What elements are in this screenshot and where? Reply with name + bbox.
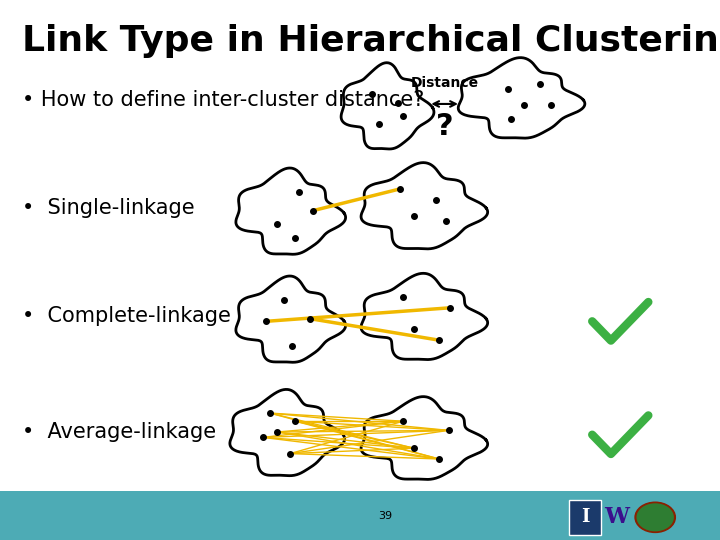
Polygon shape [236, 168, 346, 254]
Text: •  Average-linkage: • Average-linkage [22, 422, 216, 442]
Text: W: W [605, 506, 629, 528]
Bar [0, 491, 720, 540]
Text: I: I [581, 508, 589, 526]
Polygon shape [361, 396, 487, 480]
Polygon shape [341, 63, 434, 149]
FancyBboxPatch shape [569, 500, 601, 535]
Polygon shape [230, 389, 345, 476]
Text: Link Type in Hierarchical Clusterin: Link Type in Hierarchical Clusterin [22, 24, 719, 58]
Polygon shape [361, 163, 487, 249]
Text: 39: 39 [378, 511, 392, 521]
Polygon shape [361, 273, 487, 360]
Circle shape [635, 502, 675, 532]
Circle shape [636, 503, 674, 531]
Text: Distance: Distance [410, 77, 479, 90]
Text: •  Single-linkage: • Single-linkage [22, 198, 194, 218]
Text: • How to define inter-cluster distance?: • How to define inter-cluster distance? [22, 90, 424, 110]
Polygon shape [236, 276, 346, 362]
Polygon shape [458, 58, 585, 138]
Text: •  Complete-linkage: • Complete-linkage [22, 306, 230, 326]
Text: ?: ? [436, 112, 454, 141]
